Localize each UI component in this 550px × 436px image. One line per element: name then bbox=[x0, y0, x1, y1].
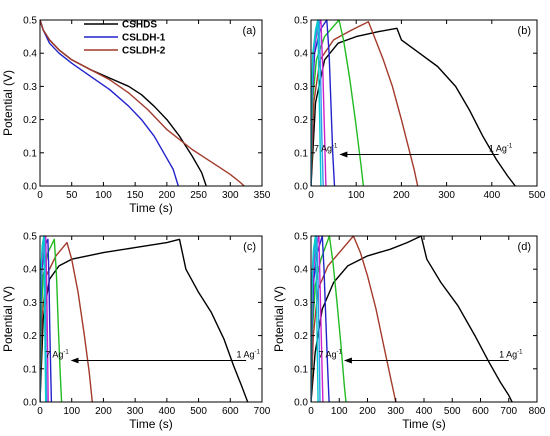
x-tick-label: 400 bbox=[416, 406, 433, 417]
panel-label: (a) bbox=[243, 25, 256, 37]
y-tick-label: 0.1 bbox=[294, 148, 308, 159]
x-tick-label: 600 bbox=[472, 406, 489, 417]
y-tick-label: 0.1 bbox=[23, 148, 37, 159]
legend-entry: CSHDS bbox=[122, 20, 157, 31]
y-axis-label: Potential (V) bbox=[272, 286, 286, 352]
x-tick-label: 800 bbox=[529, 406, 546, 417]
panel-1: 0 100 200 300 400 500 0.0 0.1 0.2 0.3 0.4 0.5 (b) 7 A… bbox=[294, 16, 546, 202]
series-line-1 bbox=[311, 27, 516, 186]
y-axis-label: Potential (V) bbox=[1, 70, 15, 136]
y-tick-label: 0.5 bbox=[23, 232, 37, 243]
panel-label: (d) bbox=[518, 241, 531, 253]
x-tick-label: 300 bbox=[222, 190, 239, 201]
series-line-3 bbox=[40, 238, 63, 402]
series-line-2 bbox=[311, 235, 397, 402]
plot-frame bbox=[310, 19, 538, 187]
x-tick-label: 150 bbox=[127, 190, 144, 201]
y-tick-label: 0.5 bbox=[294, 232, 308, 243]
panel-2: 0 100 200 300 400 500 600 700 0.0 0.1 0.2 0.3 0.4 0.5… bbox=[1, 232, 271, 432]
y-tick-label: 0.2 bbox=[23, 115, 37, 126]
x-tick-label: 350 bbox=[254, 190, 271, 201]
x-tick-label: 250 bbox=[190, 190, 207, 201]
series-line-3 bbox=[311, 235, 347, 402]
x-tick-label: 200 bbox=[159, 190, 176, 201]
y-tick-label: 0.3 bbox=[23, 298, 37, 309]
y-tick-label: 0.0 bbox=[294, 398, 308, 409]
panel-0: 0 50 100 150 200 250 300 350 0.0 0.1 0.2 0.3 0.4 0.5 T… bbox=[1, 16, 271, 216]
x-tick-label: 200 bbox=[393, 190, 410, 201]
x-axis-label: Time (s) bbox=[129, 201, 173, 215]
y-tick-label: 0.4 bbox=[23, 265, 37, 276]
series-line-1 bbox=[40, 238, 249, 402]
x-tick-label: 100 bbox=[63, 406, 80, 417]
x-tick-label: 100 bbox=[348, 190, 365, 201]
x-tick-label: 50 bbox=[66, 190, 78, 201]
annotation-1ag: 1 Ag-1 bbox=[236, 350, 260, 360]
x-tick-label: 300 bbox=[127, 406, 144, 417]
legend-entry: CSLDH-1 bbox=[122, 33, 166, 44]
y-tick-label: 0.5 bbox=[294, 16, 308, 27]
y-tick-label: 0.2 bbox=[294, 115, 308, 126]
x-tick-label: 0 bbox=[37, 190, 43, 201]
x-axis-label: Time (s) bbox=[402, 417, 446, 431]
plot-frame bbox=[39, 19, 263, 187]
x-tick-label: 200 bbox=[359, 406, 376, 417]
x-tick-label: 300 bbox=[387, 406, 404, 417]
legend-entry: CSLDH-2 bbox=[122, 46, 166, 57]
x-tick-label: 0 bbox=[308, 406, 314, 417]
y-tick-label: 0.2 bbox=[23, 331, 37, 342]
plot-frame bbox=[310, 235, 538, 403]
x-tick-label: 200 bbox=[95, 406, 112, 417]
x-tick-label: 0 bbox=[37, 406, 43, 417]
series-line-7 bbox=[311, 19, 322, 186]
panel-label: (c) bbox=[243, 241, 256, 253]
series-line-CSLDH-2 bbox=[40, 19, 245, 186]
annotation-1ag: 1 Ag-1 bbox=[499, 350, 523, 360]
y-tick-label: 0.5 bbox=[23, 16, 37, 27]
x-tick-label: 500 bbox=[190, 406, 207, 417]
series-line-CSLDH-1 bbox=[40, 19, 179, 186]
annotation-7ag: 7 Ag-1 bbox=[314, 143, 338, 153]
x-tick-label: 600 bbox=[222, 406, 239, 417]
x-tick-label: 700 bbox=[254, 406, 271, 417]
x-tick-label: 700 bbox=[500, 406, 517, 417]
x-tick-label: 100 bbox=[331, 406, 348, 417]
y-tick-label: 0.4 bbox=[294, 265, 308, 276]
x-tick-label: 300 bbox=[438, 190, 455, 201]
y-tick-label: 0.3 bbox=[294, 298, 308, 309]
y-tick-label: 0.3 bbox=[23, 82, 37, 93]
y-tick-label: 0.1 bbox=[23, 364, 37, 375]
x-tick-label: 500 bbox=[444, 406, 461, 417]
x-tick-label: 500 bbox=[529, 190, 546, 201]
panel-label: (b) bbox=[518, 25, 531, 37]
series-line-2 bbox=[311, 21, 419, 186]
series-line-3 bbox=[311, 19, 365, 186]
x-tick-label: 0 bbox=[308, 190, 314, 201]
panel-3: 0 100 200 300 400 500 600 700 800 0.0 0.1 0.2 0.3 0.4… bbox=[272, 232, 546, 432]
y-tick-label: 0.0 bbox=[294, 182, 308, 193]
y-tick-label: 0.3 bbox=[294, 82, 308, 93]
annotation-1ag: 1 Ag-1 bbox=[489, 143, 513, 153]
y-tick-label: 0.1 bbox=[294, 364, 308, 375]
series-group bbox=[311, 235, 513, 402]
y-tick-label: 0.0 bbox=[23, 398, 37, 409]
series-line-1 bbox=[311, 235, 513, 402]
x-tick-label: 400 bbox=[159, 406, 176, 417]
x-axis-label: Time (s) bbox=[129, 417, 173, 431]
x-tick-label: 100 bbox=[95, 190, 112, 201]
series-group bbox=[311, 19, 516, 186]
annotation-7ag: 7 Ag-1 bbox=[319, 350, 343, 360]
y-tick-label: 0.4 bbox=[23, 49, 37, 60]
plot-frame bbox=[39, 235, 263, 403]
y-tick-label: 0.2 bbox=[294, 331, 308, 342]
y-tick-label: 0.4 bbox=[294, 49, 308, 60]
annotation-7ag: 7 Ag-1 bbox=[45, 350, 69, 360]
series-group bbox=[40, 19, 245, 186]
y-tick-label: 0.0 bbox=[23, 182, 37, 193]
y-axis-label: Potential (V) bbox=[1, 286, 15, 352]
series-group bbox=[40, 235, 249, 402]
x-tick-label: 400 bbox=[483, 190, 500, 201]
